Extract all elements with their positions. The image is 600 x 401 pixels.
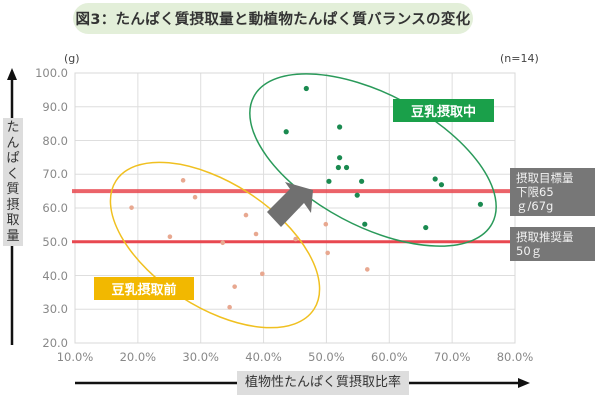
target-reference-box: 摂取目標量 下限65ｇ/67g (510, 168, 595, 216)
after-point (343, 164, 350, 171)
after-point (359, 178, 365, 184)
x-tick: 40.0% (245, 350, 282, 364)
after-ellipse (249, 73, 497, 247)
after-point (432, 176, 438, 182)
y-tick: 90.0 (42, 99, 68, 114)
before-point (325, 250, 330, 256)
x-tick: 60.0% (371, 350, 408, 364)
target-line2: 下限65ｇ/67g (516, 185, 554, 213)
after-point (337, 155, 343, 161)
before-point (180, 178, 186, 183)
x-arrow-head-icon (518, 378, 530, 388)
y-arrow-head-icon (7, 68, 17, 80)
sample-size-label: (n=14) (500, 52, 539, 65)
after-point (303, 85, 309, 92)
recommended-line1: 摂取推奨量 (516, 230, 574, 244)
y-tick: 30.0 (42, 302, 68, 317)
recommended-line2: 50ｇ (516, 244, 543, 258)
before-ellipse (109, 161, 321, 329)
before-point (167, 234, 173, 239)
x-tick: 20.0% (119, 350, 157, 364)
before-point (129, 205, 134, 210)
recommended-reference-box: 摂取推奨量 50ｇ (510, 227, 595, 261)
after-point (283, 129, 289, 135)
after-point (477, 201, 484, 207)
before-point (260, 271, 265, 277)
before-point (364, 267, 370, 272)
after-point (362, 221, 368, 227)
before-point (323, 221, 329, 227)
after-group-label: 豆乳摂取中 (393, 99, 494, 122)
before-point (293, 236, 298, 242)
y-tick: 40.0 (42, 268, 68, 283)
before-group-label: 豆乳摂取前 (94, 277, 194, 300)
y-unit-label: (g) (64, 52, 80, 65)
x-axis-title: 植物性たんぱく質摂取比率 (237, 371, 410, 395)
before-point (227, 304, 232, 310)
x-tick: 70.0% (433, 350, 471, 364)
transition-arrow-icon (267, 182, 313, 227)
before-point (220, 240, 226, 246)
data-points (129, 85, 484, 310)
y-tick: 20.0 (42, 336, 68, 350)
after-point (326, 178, 332, 184)
y-tick: 60.0 (42, 201, 68, 215)
before-point (232, 284, 237, 289)
after-point (423, 224, 429, 231)
before-point (192, 194, 198, 200)
chart-title: 図3：たんぱく質摂取量と動植物たんぱく質バランスの変化 (73, 3, 473, 34)
y-axis-title: たんぱく質摂取量 (3, 118, 23, 246)
after-point (438, 182, 445, 188)
before-point (243, 212, 249, 218)
after-point (354, 192, 360, 198)
after-point (337, 124, 343, 130)
before-point (253, 231, 259, 237)
x-tick: 30.0% (182, 350, 219, 364)
y-tick: 70.0 (42, 167, 68, 182)
x-tick: 80.0% (496, 350, 534, 364)
x-tick: 10.0% (56, 350, 94, 364)
y-tick: 80.0 (42, 133, 68, 148)
y-tick: 50.0 (42, 234, 68, 249)
target-line1: 摂取目標量 (516, 171, 574, 185)
y-tick: 100.0 (35, 66, 68, 80)
x-tick: 50.0% (308, 350, 345, 364)
after-point (335, 164, 341, 171)
